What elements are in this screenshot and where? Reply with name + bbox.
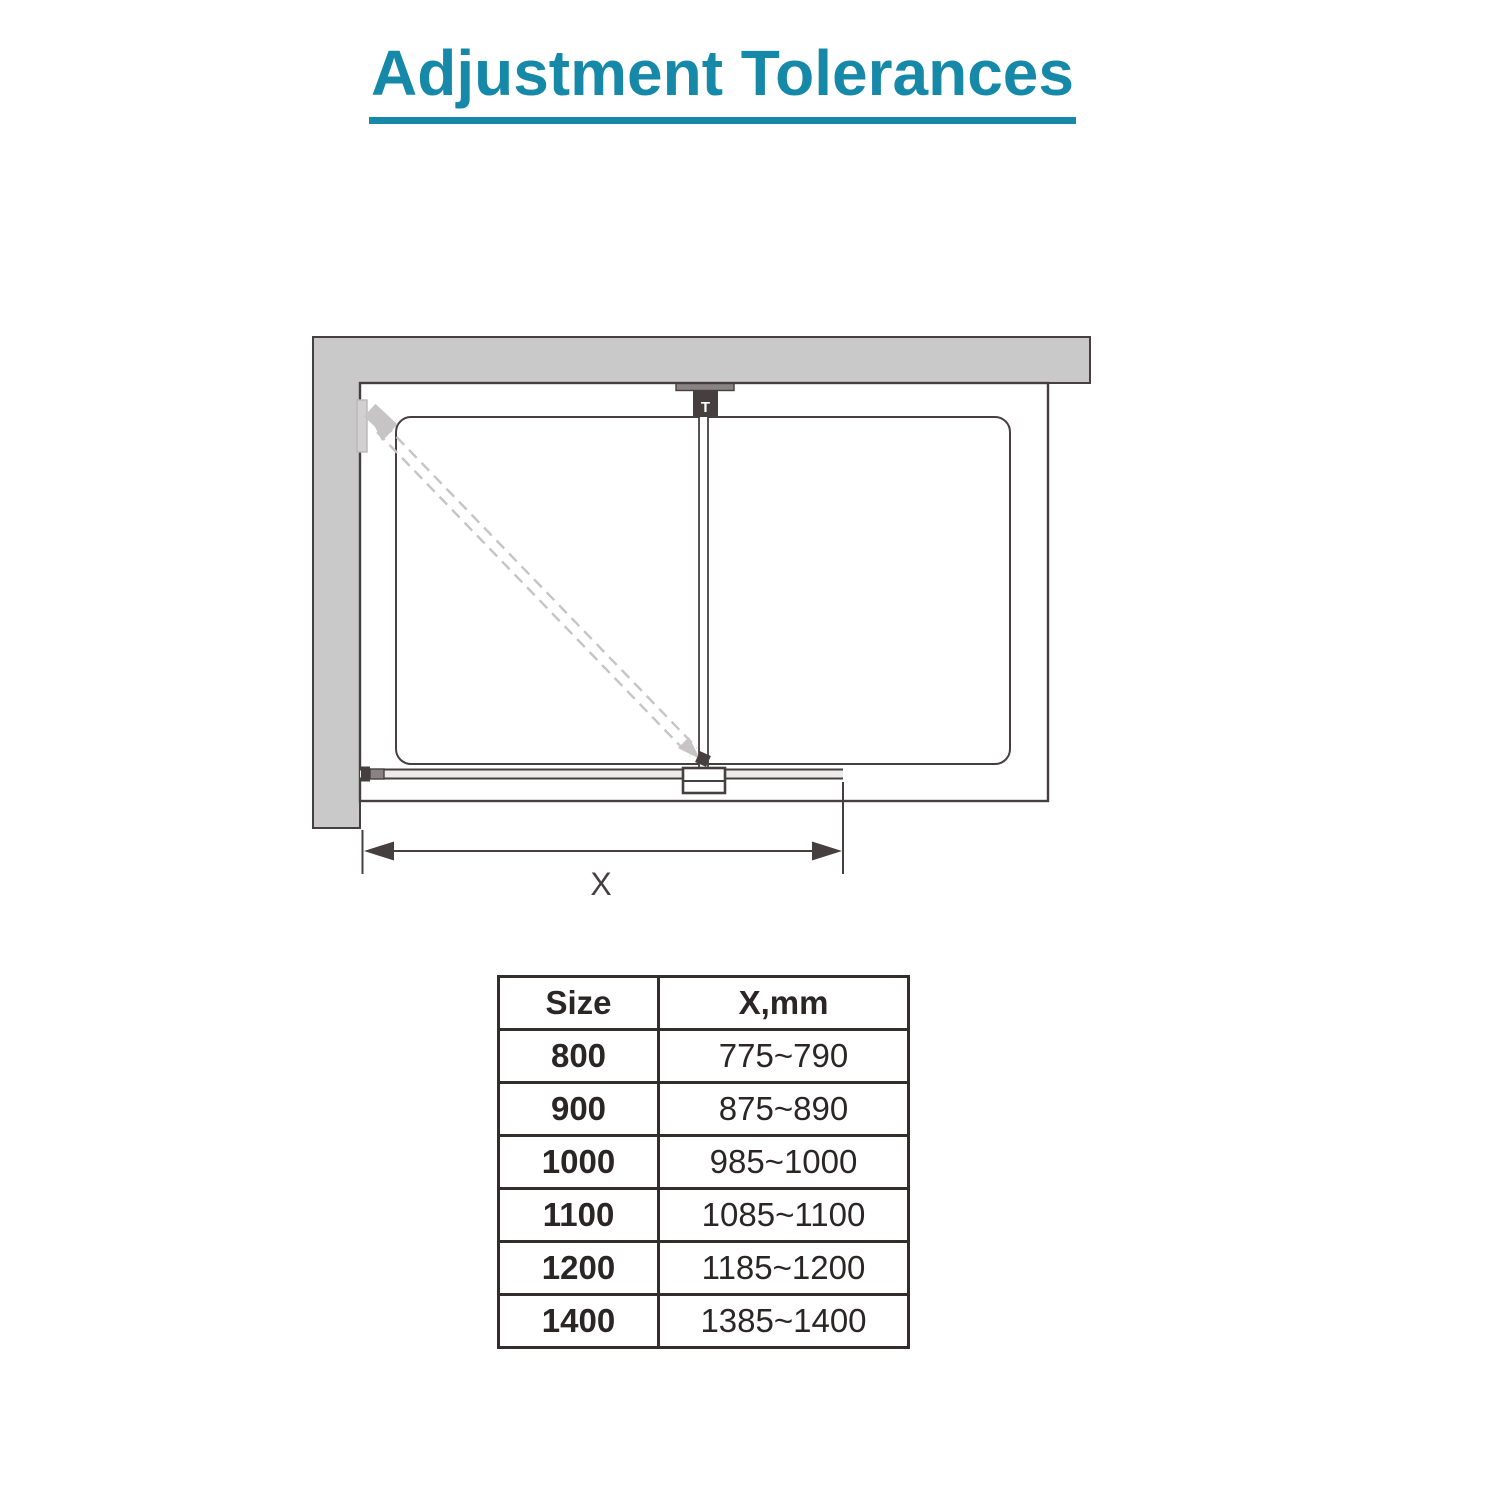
wall-mount-plate <box>675 382 735 392</box>
table-row: 1100 1085~1100 <box>497 1187 910 1243</box>
size-cell: 1200 <box>497 1240 660 1296</box>
size-cell: 1000 <box>497 1134 660 1190</box>
wall-mount-block <box>693 390 718 417</box>
installation-diagram: T X <box>312 336 1091 902</box>
arrowhead-left <box>364 841 394 861</box>
support-bar-ghost <box>356 399 700 759</box>
tolerance-table: Size X,mm 800 775~790 900 875~890 1000 9… <box>497 975 910 1349</box>
size-cell: 1100 <box>497 1187 660 1243</box>
range-cell: 1085~1100 <box>657 1187 910 1243</box>
table-row: 1200 1185~1200 <box>497 1240 910 1296</box>
glass-clamp <box>681 766 727 795</box>
table-header-row: Size X,mm <box>497 975 910 1031</box>
arrowhead-right <box>812 841 842 861</box>
range-cell: 985~1000 <box>657 1134 910 1190</box>
support-bar <box>698 389 709 769</box>
range-cell: 775~790 <box>657 1028 910 1084</box>
range-cell: 875~890 <box>657 1081 910 1137</box>
size-cell: 900 <box>497 1081 660 1137</box>
range-cell: 1385~1400 <box>657 1293 910 1349</box>
ghost-bar-line <box>383 423 698 749</box>
table-row: 900 875~890 <box>497 1081 910 1137</box>
table-row: 1400 1385~1400 <box>497 1293 910 1349</box>
ghost-arrowhead-bottom <box>678 737 700 759</box>
dimension-label: X <box>590 866 611 902</box>
page-header: Adjustment Tolerances <box>0 39 1445 125</box>
glass-panel-body <box>360 770 843 778</box>
ghost-bar-line <box>376 431 691 757</box>
page-title: Adjustment Tolerances <box>369 39 1076 125</box>
bracket-mark: T <box>701 399 710 416</box>
wall-mount-bracket: T <box>675 382 735 417</box>
size-cell: 800 <box>497 1028 660 1084</box>
col-header-xmm: X,mm <box>657 975 910 1031</box>
glass-panel <box>360 768 843 780</box>
col-header-size: Size <box>497 975 660 1031</box>
ghost-arrowhead-top <box>371 419 393 441</box>
dimension: X <box>361 782 844 902</box>
table-row: 800 775~790 <box>497 1028 910 1084</box>
ghost-wall-plate <box>356 399 368 453</box>
range-cell: 1185~1200 <box>657 1240 910 1296</box>
bar-pivot <box>695 751 711 767</box>
wall-profile-bracket <box>361 766 385 782</box>
table-row: 1000 985~1000 <box>497 1134 910 1190</box>
size-cell: 1400 <box>497 1293 660 1349</box>
